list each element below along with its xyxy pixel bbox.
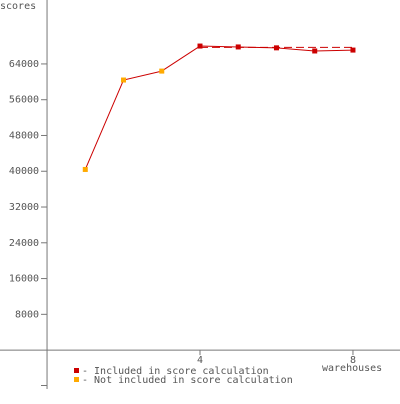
series-line <box>84 70 162 170</box>
y-tick-label: 48000 <box>9 130 39 141</box>
point <box>82 166 88 172</box>
point <box>312 48 318 54</box>
y-tick-label: 32000 <box>9 202 39 213</box>
x-axis-label: warehouses <box>322 363 382 374</box>
y-tick-label: 64000 <box>9 59 39 70</box>
legend-label: - Not included in score calculation <box>82 375 293 386</box>
legend-swatch <box>74 368 79 373</box>
point <box>273 45 279 51</box>
point <box>121 77 127 83</box>
point <box>159 68 165 74</box>
y-tick-label: 40000 <box>9 166 39 177</box>
connector-line <box>161 45 201 72</box>
point <box>350 47 356 53</box>
point <box>197 43 203 49</box>
y-axis-label: scores <box>0 1 36 12</box>
y-tick-label: 24000 <box>9 238 39 249</box>
x-tick-label: 8 <box>350 355 356 366</box>
point <box>235 44 241 50</box>
x-tick-label: 4 <box>197 355 203 366</box>
y-tick-label: 56000 <box>9 95 39 106</box>
y-tick-label: 16000 <box>9 274 39 285</box>
legend-swatch <box>74 377 79 382</box>
y-tick-label: 8000 <box>15 309 39 320</box>
legend-label: - Included in score calculation <box>82 366 269 377</box>
